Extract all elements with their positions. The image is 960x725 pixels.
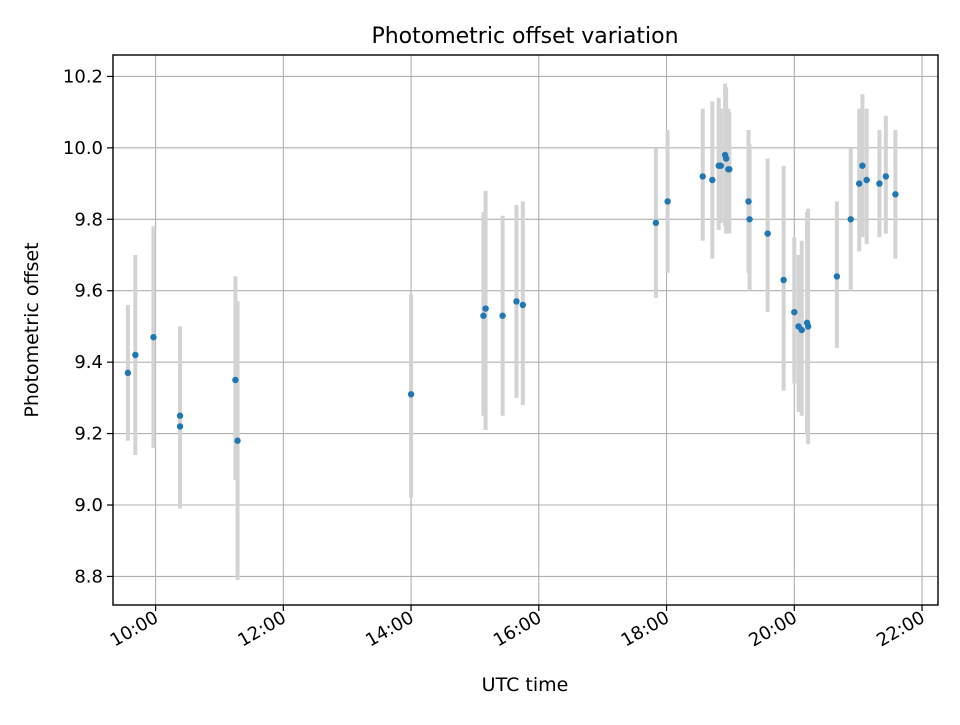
y-axis-ticks: 8.8 9.0 9.2 9.4 9.6 9.8 10.0 10.2	[63, 66, 113, 587]
data-point	[764, 230, 771, 237]
y-tick-label: 9.8	[74, 209, 103, 230]
data-point	[804, 323, 812, 330]
y-tick-label: 10.0	[63, 138, 103, 159]
y-tick-label: 8.8	[74, 566, 103, 587]
data-point	[709, 176, 716, 184]
data-point	[499, 312, 506, 319]
data-point	[717, 162, 725, 169]
data-point	[780, 276, 787, 284]
y-tick-label: 9.4	[74, 352, 103, 373]
data-point	[847, 216, 854, 223]
data-point	[519, 301, 527, 309]
y-tick-label: 9.2	[74, 424, 103, 445]
data-point	[480, 312, 487, 319]
data-point	[124, 369, 132, 377]
data-point	[863, 176, 870, 184]
data-point	[892, 191, 899, 198]
data-point	[234, 437, 241, 444]
data-point	[150, 333, 157, 341]
data-point	[746, 216, 753, 223]
data-point	[232, 376, 239, 384]
chart-title: Photometric offset variation	[371, 24, 678, 49]
data-point	[482, 305, 489, 312]
data-point	[791, 308, 798, 316]
y-tick-label: 9.6	[74, 281, 103, 302]
y-tick-label: 10.2	[63, 66, 103, 87]
y-tick-label: 9.0	[74, 495, 103, 516]
data-point	[652, 219, 660, 227]
data-point	[833, 273, 841, 280]
data-point	[722, 155, 730, 162]
data-point	[513, 298, 520, 305]
y-axis-label: Photometric offset	[21, 242, 43, 417]
data-point	[726, 166, 733, 173]
data-point	[664, 198, 671, 205]
data-points	[124, 151, 899, 444]
data-point	[407, 391, 415, 398]
data-point	[882, 173, 890, 180]
data-point	[859, 162, 866, 169]
data-point	[699, 173, 706, 180]
x-axis-label: UTC time	[482, 674, 569, 696]
data-point	[798, 326, 805, 334]
data-point	[745, 198, 752, 205]
data-point	[176, 412, 184, 419]
plot-frame	[112, 54, 939, 606]
data-point	[132, 351, 139, 359]
data-point	[876, 180, 883, 187]
data-point	[856, 180, 863, 187]
data-point	[176, 423, 184, 430]
